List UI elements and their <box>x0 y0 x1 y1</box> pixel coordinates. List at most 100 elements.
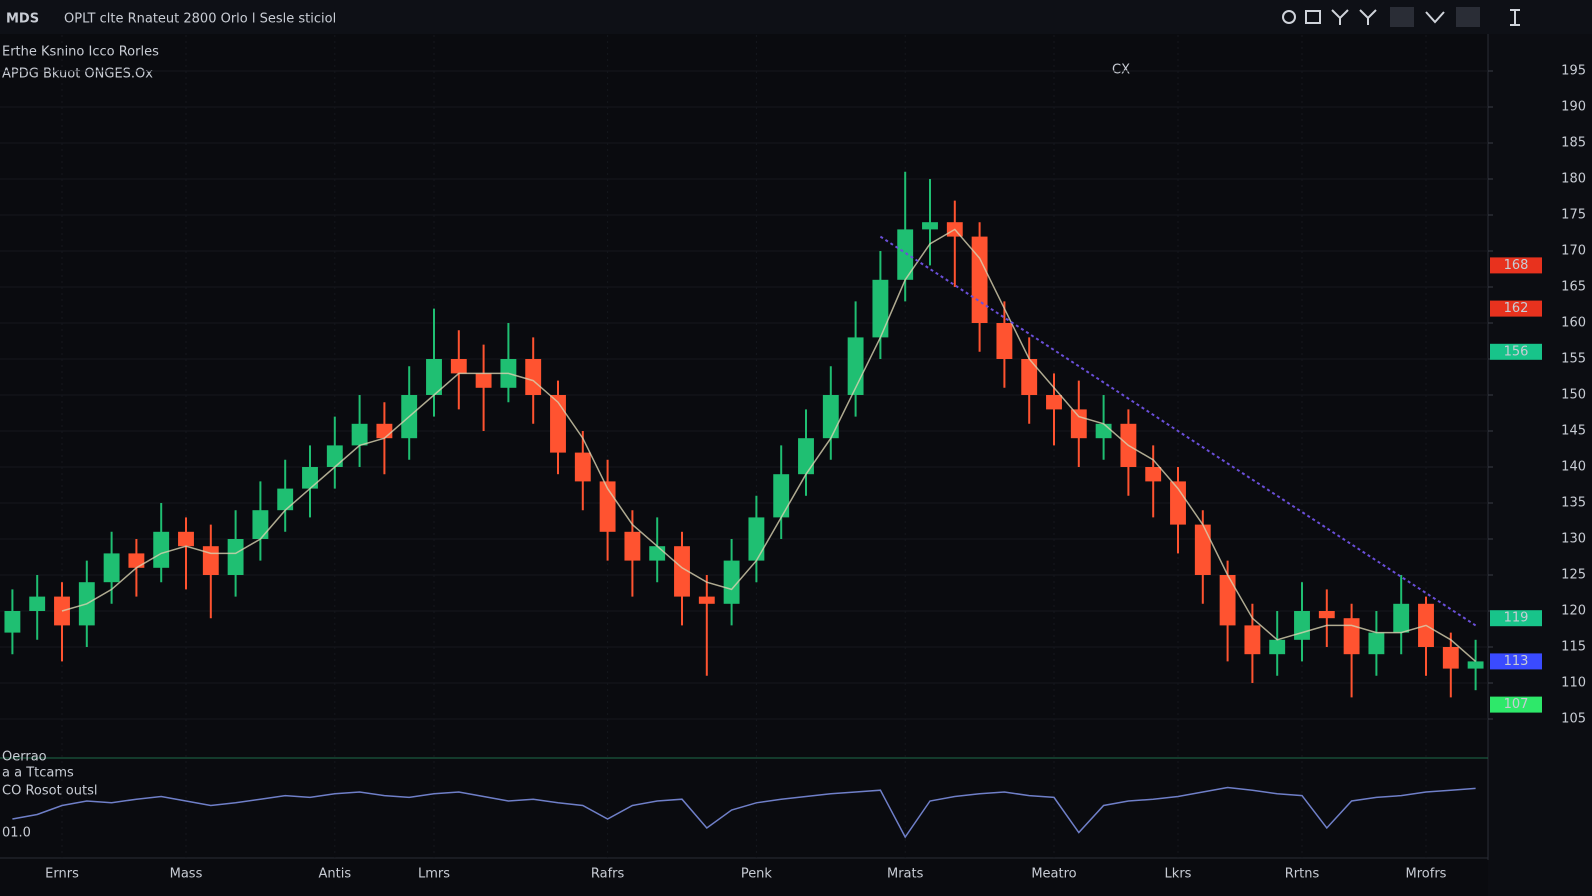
candle-body <box>1219 575 1236 626</box>
candle-body <box>103 553 120 583</box>
y-tick-label: 190 <box>1561 100 1586 115</box>
settings-icon[interactable] <box>1282 10 1296 24</box>
oscillator-label: a a Ttcams <box>2 766 74 781</box>
y-tick-label: 185 <box>1561 136 1586 151</box>
candle-body <box>1170 481 1186 525</box>
candle-body <box>4 611 21 633</box>
candle-body <box>674 546 690 597</box>
y-tick-label: 195 <box>1561 64 1586 79</box>
price-tag-label: 168 <box>1504 258 1529 273</box>
candle-body <box>922 222 938 230</box>
candle-body <box>426 359 442 395</box>
cursor-icon[interactable] <box>1510 9 1520 26</box>
draw-button[interactable] <box>1390 7 1414 27</box>
candle-body <box>1095 423 1112 439</box>
y-tick-label: 170 <box>1561 244 1586 259</box>
y-tick-label: 175 <box>1561 208 1586 223</box>
filter-icon[interactable] <box>1331 9 1349 25</box>
candle-body <box>1442 647 1459 669</box>
candle-body <box>798 438 814 475</box>
candle-body <box>29 596 46 611</box>
y-tick-label: 155 <box>1561 352 1586 367</box>
chart-subtitle: APDG Bkuot ONGES.Ox <box>2 67 153 82</box>
y-tick-label: 150 <box>1561 388 1586 403</box>
x-tick-label: Mass <box>170 867 203 882</box>
y-tick-label: 145 <box>1561 424 1586 439</box>
candle-body <box>1467 661 1484 669</box>
oscillator-label: Oerrao <box>2 750 47 765</box>
y-tick-label: 120 <box>1561 604 1586 619</box>
candle-body <box>1294 611 1310 640</box>
candle-body <box>351 423 368 446</box>
y-tick-label: 180 <box>1561 172 1586 187</box>
y-tick-label: 115 <box>1561 640 1586 655</box>
menu-button[interactable] <box>1456 7 1480 27</box>
candle-body <box>1021 359 1038 395</box>
candle-body <box>574 452 591 482</box>
candle-body <box>1269 639 1286 655</box>
candle-body <box>277 488 294 511</box>
oscillator-line <box>12 786 1476 839</box>
price-tag <box>1490 653 1542 670</box>
candle-body <box>773 474 790 518</box>
candle-body <box>178 531 194 547</box>
plot: 105 110 115 120 125 130 135 140 145 150 155 160 165 1… <box>0 35 1586 882</box>
candle-body <box>525 359 542 395</box>
dropdown-icon[interactable] <box>1425 11 1445 24</box>
toolbar <box>1282 7 1520 27</box>
price-tag <box>1490 300 1542 317</box>
candle-body <box>550 395 566 453</box>
header-text: OPLT clte Rnateut 2800 Orlo l Sesle stic… <box>64 12 336 27</box>
candle-body <box>971 236 988 323</box>
y-tick-label: 135 <box>1561 496 1586 511</box>
price-tag-label: 156 <box>1504 344 1529 359</box>
price-tag <box>1490 257 1542 274</box>
candle-body <box>748 517 765 561</box>
price-tag <box>1490 343 1542 360</box>
candle-body <box>1343 618 1360 655</box>
candle-body <box>1368 632 1385 655</box>
indicator-icon[interactable] <box>1359 9 1377 25</box>
price-tag-label: 113 <box>1504 654 1529 669</box>
candle-body <box>698 596 715 604</box>
candle-body <box>1145 467 1162 482</box>
x-tick-label: Mrats <box>887 867 924 882</box>
x-tick-label: Meatro <box>1031 867 1076 882</box>
y-tick-label: 165 <box>1561 280 1586 295</box>
price-tag-label: 162 <box>1504 301 1529 316</box>
oscillator-label: CO Rosot outsl <box>2 784 97 799</box>
x-tick-label: Antis <box>318 867 351 882</box>
chart-title: Erthe Ksnino Icco Rorles <box>2 45 159 60</box>
candle-body <box>1046 395 1062 410</box>
x-tick-label: Rrtns <box>1285 867 1320 882</box>
moving-average <box>61 228 1477 662</box>
trendline <box>879 235 1477 627</box>
y-tick-label: 125 <box>1561 568 1586 583</box>
x-tick-label: Rafrs <box>591 867 625 882</box>
candle-body <box>624 531 641 561</box>
price-tag <box>1490 696 1542 713</box>
candle-body <box>1070 409 1087 439</box>
candle-body <box>450 359 467 374</box>
layout-icon[interactable] <box>1305 10 1321 24</box>
y-tick-label: 105 <box>1561 712 1586 727</box>
candle-body <box>153 531 170 568</box>
y-tick-label: 110 <box>1561 676 1586 691</box>
y-tick-label: 130 <box>1561 532 1586 547</box>
candle-body <box>1393 603 1410 633</box>
x-tick-label: Mrofrs <box>1406 867 1447 882</box>
price-tag <box>1490 610 1542 627</box>
candle-body <box>822 395 839 439</box>
candle-body <box>202 546 219 575</box>
y-tick-label: 160 <box>1561 316 1586 331</box>
candle-body <box>1194 524 1211 575</box>
x-tick-label: Penk <box>741 867 773 882</box>
price-axis-panel <box>1488 34 1592 896</box>
annotation: CX <box>1112 63 1130 78</box>
candle-body <box>227 539 244 575</box>
candle-body <box>996 323 1013 359</box>
candle-body <box>376 423 393 439</box>
candle-body <box>649 546 666 561</box>
